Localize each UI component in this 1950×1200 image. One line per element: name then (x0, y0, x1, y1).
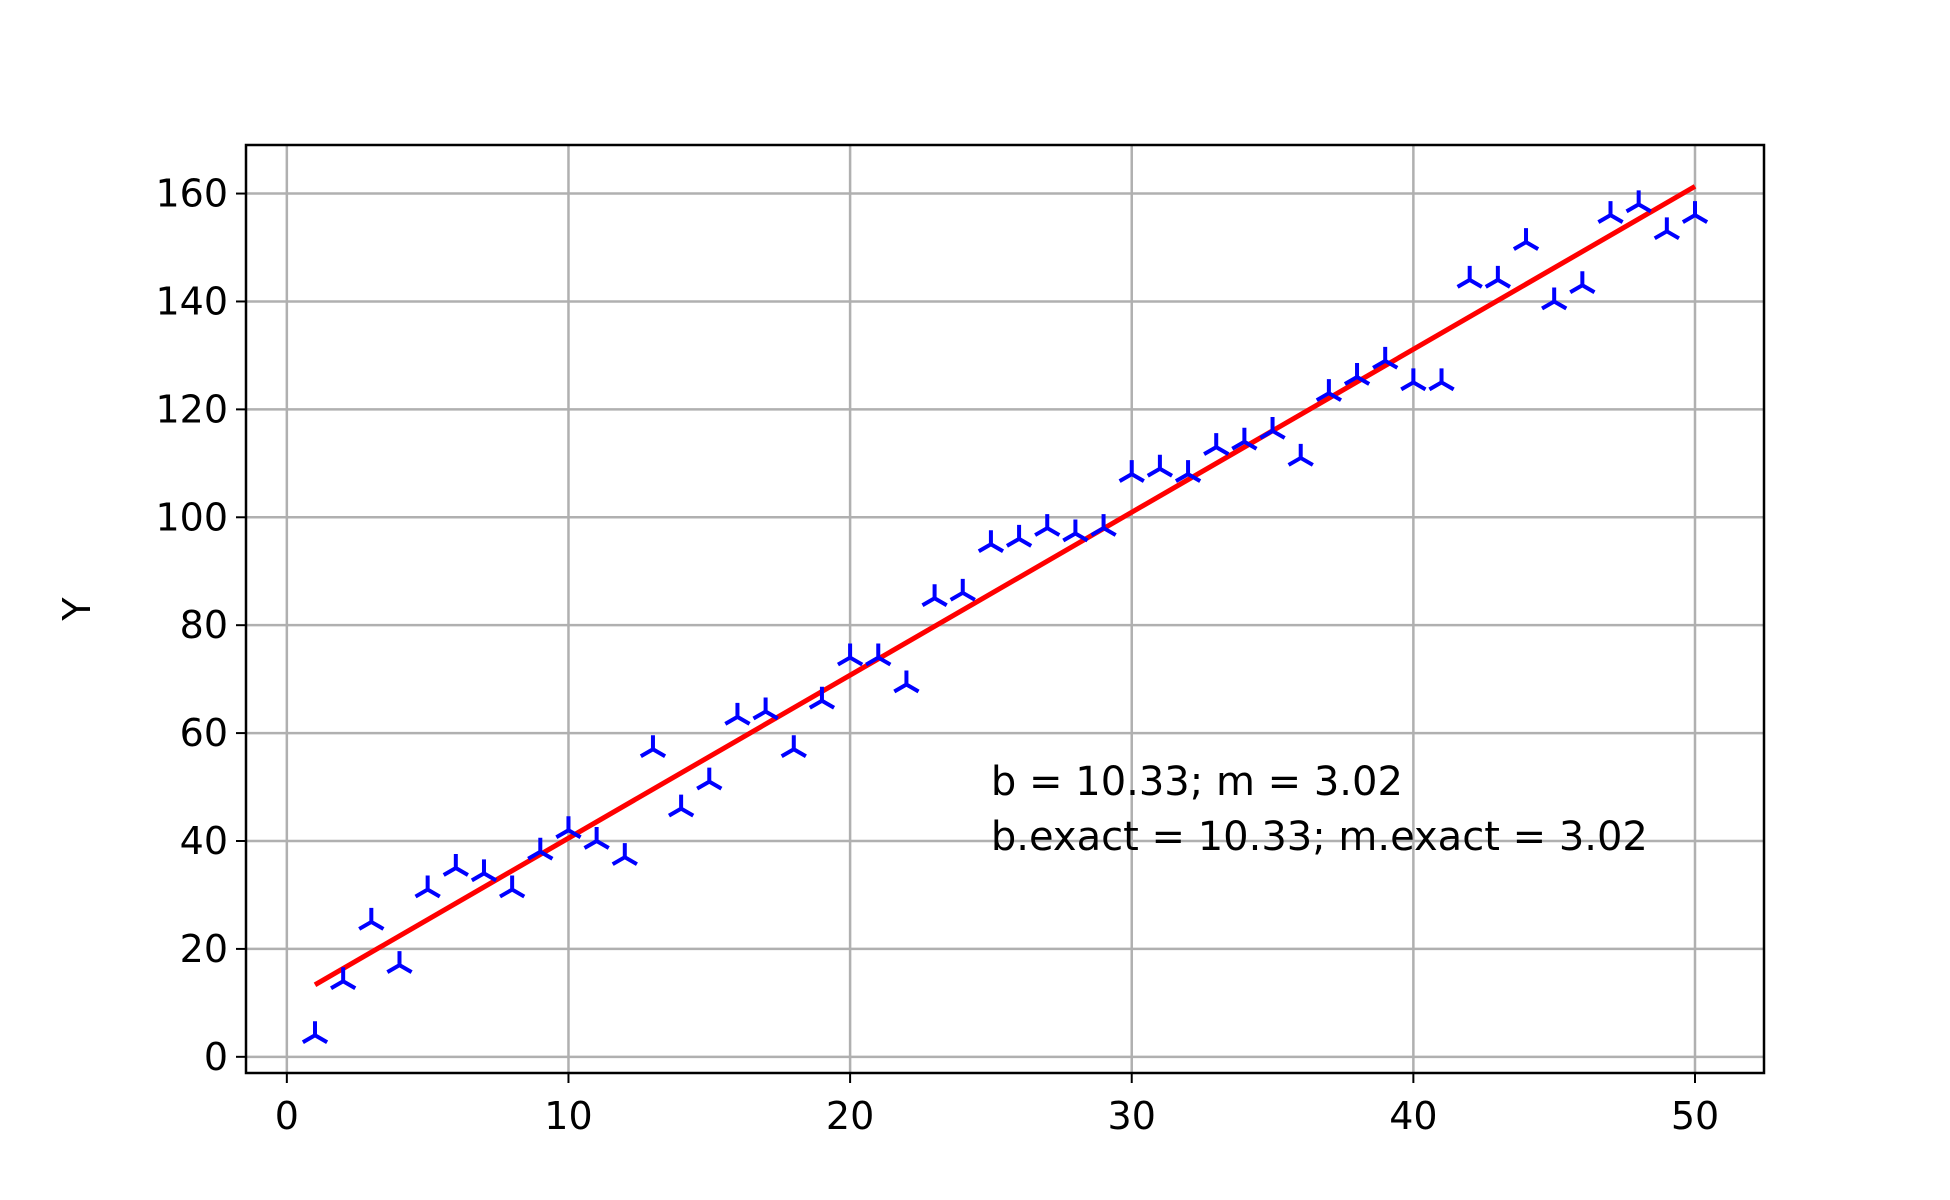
y-axis-ticks: 0 20 40 60 80 100 120 140 160 (155, 172, 246, 1079)
x-tick-label: 30 (1108, 1094, 1156, 1138)
fit-annotation-line1: b = 10.33; m = 3.02 (991, 759, 1403, 805)
data-point (583, 827, 610, 850)
data-point (865, 643, 892, 667)
grid (246, 145, 1764, 1073)
x-tick-label: 10 (544, 1094, 592, 1138)
fit-line-group (313, 184, 1697, 987)
data-point (1541, 287, 1568, 311)
data-point (1569, 271, 1596, 295)
data-point (1400, 368, 1427, 392)
data-point (921, 584, 948, 607)
fit-annotation-line2: b.exact = 10.33; m.exact = 3.02 (991, 814, 1648, 860)
data-point (836, 643, 864, 667)
data-point (301, 1021, 329, 1044)
y-tick-label: 80 (180, 603, 228, 647)
x-tick-label: 50 (1671, 1094, 1719, 1138)
data-point (330, 967, 357, 991)
y-tick-label: 140 (155, 279, 228, 323)
data-point (1005, 524, 1033, 548)
data-point (1484, 265, 1511, 289)
data-point (1625, 190, 1652, 214)
data-point (1597, 201, 1624, 224)
y-tick-label: 120 (155, 387, 228, 431)
x-tick-label: 0 (275, 1094, 299, 1138)
plot-frame (244, 143, 1766, 1075)
data-point (1287, 443, 1314, 467)
y-tick-label: 160 (155, 172, 228, 216)
data-point (1203, 433, 1230, 456)
data-point (1315, 379, 1343, 402)
data-point (1174, 460, 1202, 483)
data-point (611, 843, 638, 866)
data-point (1259, 416, 1286, 440)
y-axis-label: Y (55, 597, 99, 622)
data-point (1343, 363, 1371, 386)
data-point (414, 875, 441, 899)
data-point (1062, 519, 1089, 543)
data-point (808, 686, 836, 710)
data-points (301, 190, 1709, 1044)
x-tick-label: 40 (1389, 1094, 1437, 1138)
data-point (639, 735, 667, 759)
data-point (949, 578, 976, 602)
y-tick-label: 20 (180, 927, 228, 971)
data-point (1653, 217, 1680, 241)
y-tick-label: 0 (204, 1035, 228, 1079)
y-tick-label: 60 (180, 711, 228, 755)
data-point (470, 859, 498, 883)
data-point (1512, 228, 1540, 251)
data-point (696, 767, 723, 791)
data-point (386, 951, 413, 974)
data-point (1428, 368, 1455, 392)
x-tick-label: 20 (826, 1094, 874, 1138)
data-point (499, 875, 526, 899)
data-point (724, 702, 751, 726)
data-point (977, 530, 1005, 553)
data-point (1034, 514, 1061, 537)
data-point (1372, 346, 1399, 370)
data-point (1146, 454, 1174, 478)
data-point (893, 670, 920, 694)
data-point (752, 697, 779, 721)
data-point (1456, 265, 1483, 289)
y-tick-label: 100 (155, 495, 228, 539)
x-axis-ticks: 0 10 20 30 40 50 (275, 1073, 1719, 1138)
data-point (780, 735, 807, 759)
fit-line (313, 184, 1697, 987)
data-point (667, 794, 695, 818)
data-point (1090, 514, 1117, 537)
data-point (1118, 460, 1145, 483)
data-point (527, 837, 554, 861)
data-point (358, 907, 385, 931)
data-point (442, 853, 469, 877)
data-point (1231, 427, 1258, 451)
data-point (1681, 201, 1709, 224)
data-point (555, 816, 582, 839)
y-tick-label: 40 (180, 819, 228, 863)
